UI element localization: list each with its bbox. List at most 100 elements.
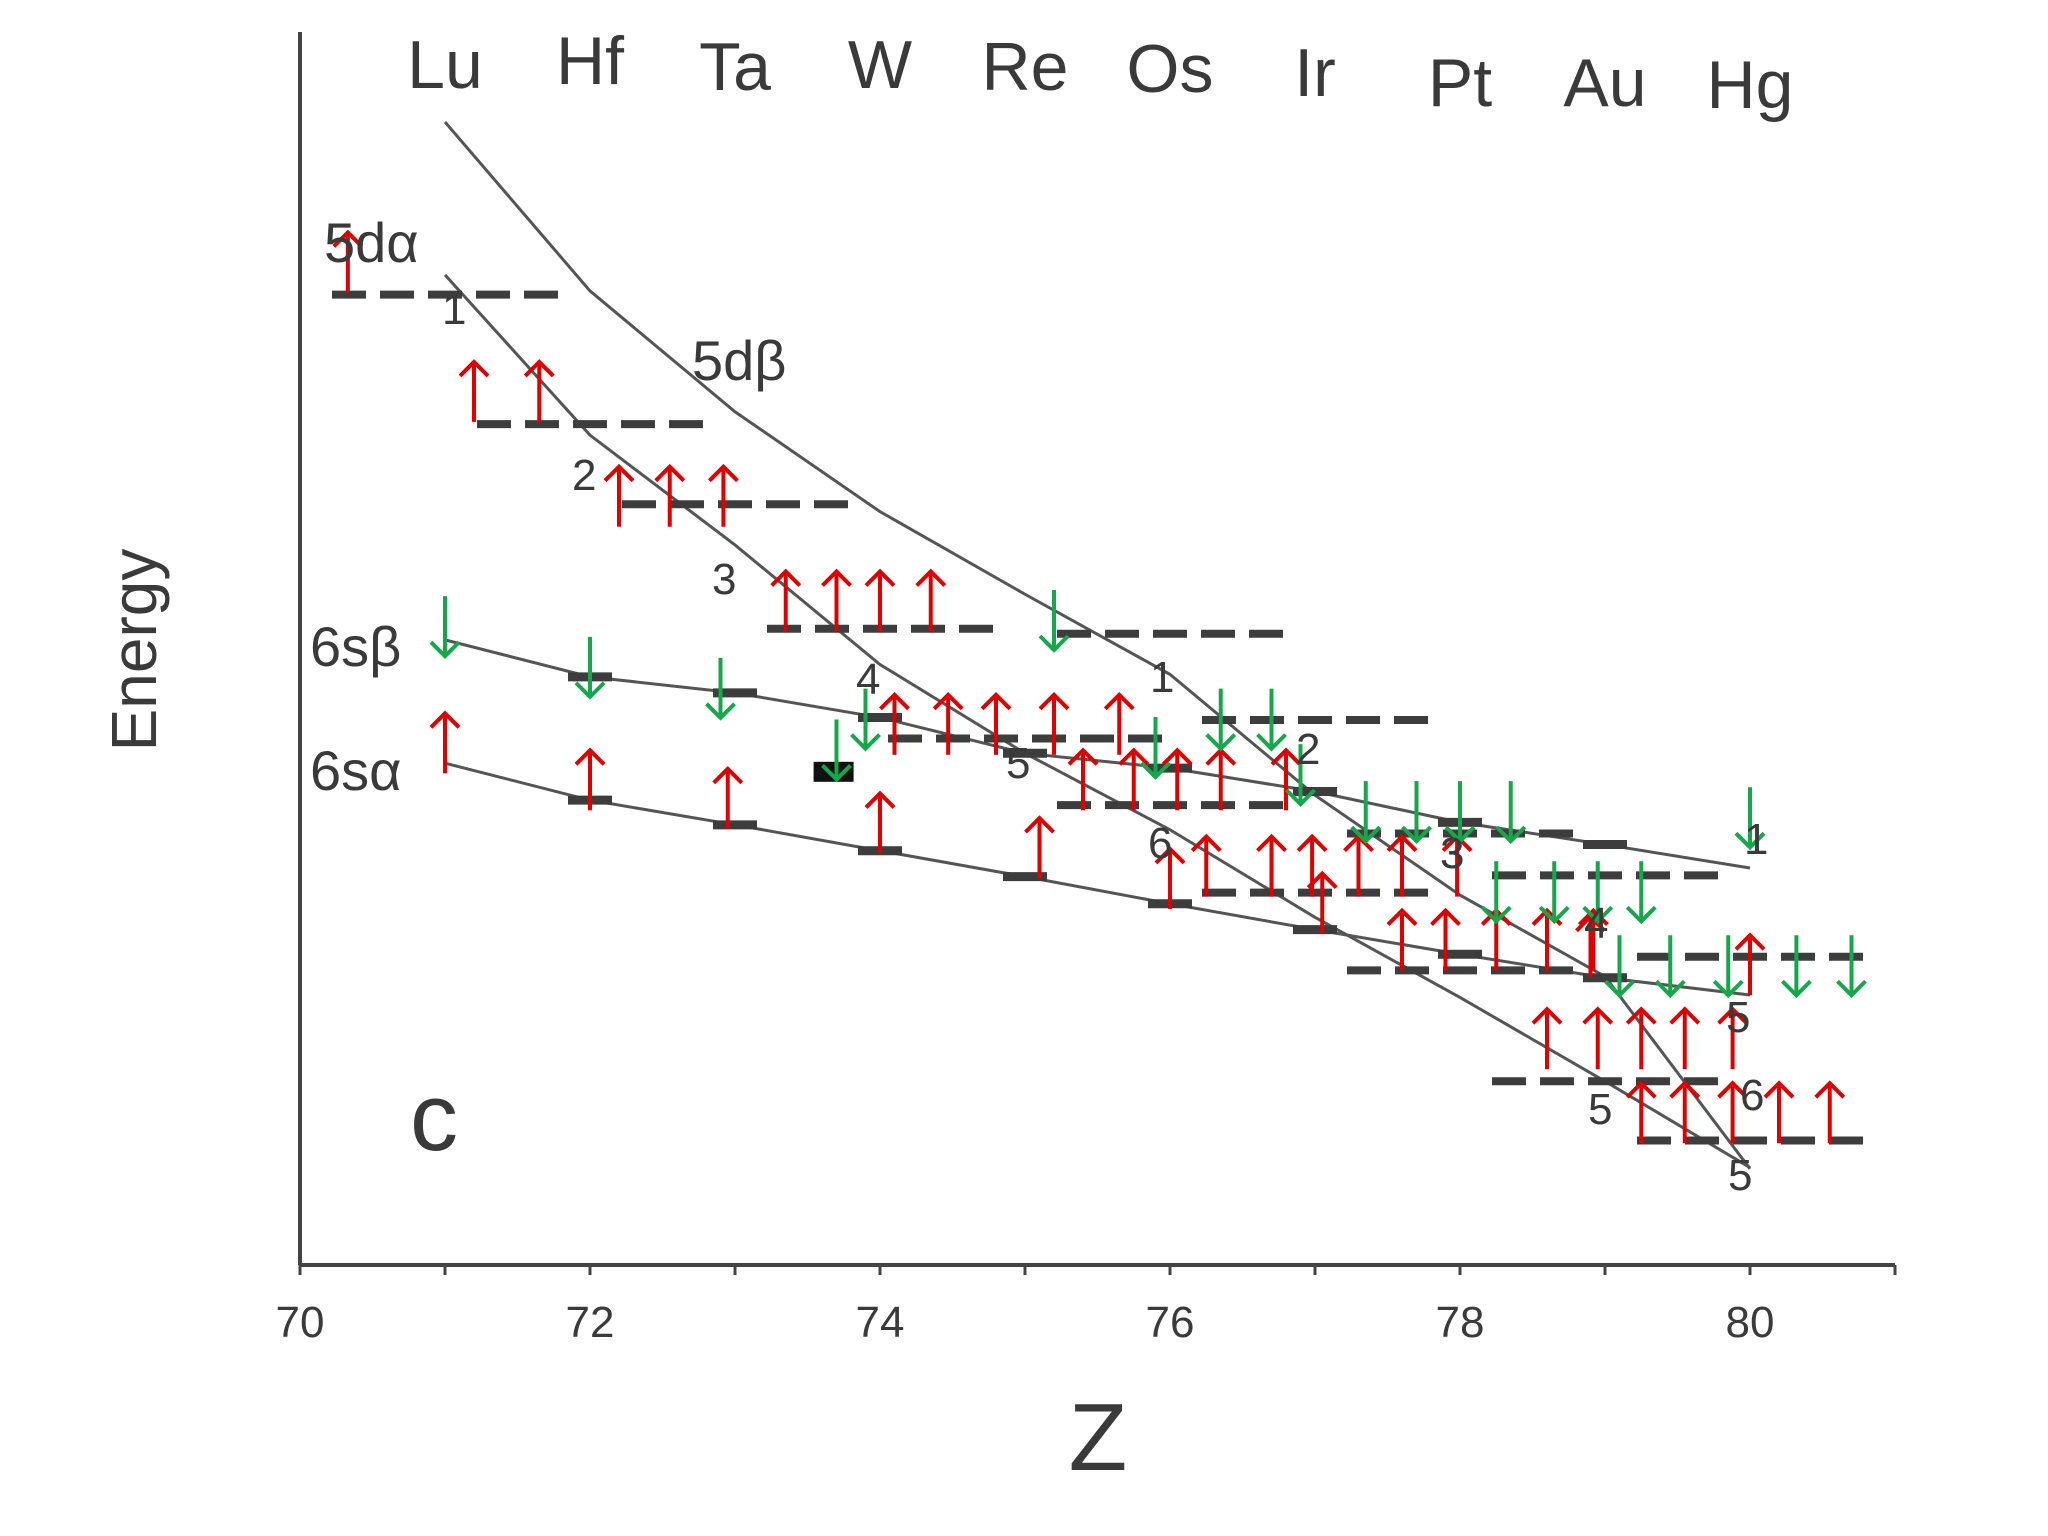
spin-up-arrow: [1343, 833, 1374, 897]
spin-up-arrow: [603, 463, 635, 527]
spin-down-arrow: [1712, 935, 1744, 999]
element-symbol: Hf: [556, 23, 624, 99]
element-symbol: Hg: [1707, 47, 1794, 123]
x-tick-label: 74: [856, 1298, 905, 1347]
arrow-head: [1161, 747, 1193, 766]
spin-up-arrow: [770, 568, 802, 632]
series-line: [444, 761, 1751, 997]
spin-up-arrow: [712, 765, 744, 829]
axes-layer: 70 72 74 76 78 80: [276, 32, 1897, 1347]
arrow-head: [932, 691, 964, 711]
spin-up-arrow: [1296, 833, 1328, 897]
arrow-head: [574, 681, 606, 700]
spin-up-arrow: [1386, 833, 1418, 897]
spin-up-arrow: [574, 747, 606, 811]
arrow-head: [1256, 733, 1287, 752]
spin-up-arrow: [821, 568, 852, 632]
spin-down-arrow: [1480, 861, 1512, 925]
spin-up-arrow: [1024, 815, 1055, 879]
arrow-head: [429, 710, 461, 729]
spin-down-arrow: [1495, 781, 1527, 844]
arrow-head: [707, 463, 739, 483]
arrow-head: [879, 691, 910, 711]
element-labels: Lu Hf Ta W Re Os Ir Pt Au Hg: [407, 23, 1793, 123]
spin-down-arrow: [1604, 935, 1635, 999]
arrow-head: [1024, 815, 1055, 834]
series-line: [443, 273, 1751, 1169]
series-label-6sbeta: 6sβ: [310, 615, 401, 678]
spin-up-arrow: [980, 691, 1012, 755]
spin-up-arrow: [1038, 691, 1070, 755]
arrow-head: [1140, 761, 1171, 780]
level-number: 5: [1588, 1085, 1612, 1134]
spin-down-arrow: [1256, 688, 1287, 752]
level-number: 4: [1584, 899, 1608, 948]
arrow-head: [1531, 1006, 1563, 1025]
level-number: 3: [712, 555, 736, 604]
level-number: 3: [1440, 829, 1464, 878]
arrow-head: [1270, 747, 1302, 766]
level-number: 5: [1726, 993, 1750, 1042]
level-number: 6: [1148, 819, 1172, 868]
arrow-head: [1430, 907, 1461, 926]
spin-arrows-layer: [332, 229, 1867, 1144]
spin-up-arrow: [332, 229, 364, 293]
arrow-head: [603, 463, 635, 483]
spin-down-arrow: [1654, 935, 1686, 999]
arrow-head: [1038, 634, 1070, 653]
spin-up-arrow: [429, 710, 461, 774]
level-number: 2: [1296, 725, 1320, 774]
level-number: 1: [1150, 653, 1174, 702]
arrow-head: [1625, 1080, 1657, 1099]
spin-down-arrow: [1582, 861, 1614, 925]
spin-up-arrow: [1669, 1080, 1701, 1144]
arrow-head: [1118, 747, 1150, 766]
level-number: 5: [1728, 1151, 1752, 1200]
spin-down-arrow: [1444, 781, 1476, 844]
arrow-head: [1444, 825, 1476, 844]
spin-down-arrow: [1350, 781, 1382, 844]
arrow-head: [1256, 833, 1287, 853]
series-label-5dalpha: 5dα: [324, 211, 419, 274]
x-tick-label: 72: [566, 1298, 615, 1347]
spin-up-arrow: [1270, 747, 1302, 811]
arrow-head: [1669, 1006, 1701, 1025]
spin-down-arrow: [850, 688, 881, 752]
arrow-head: [1103, 691, 1135, 711]
arrow-head: [1386, 833, 1418, 853]
arrow-head: [821, 568, 852, 587]
spin-up-arrow: [1154, 846, 1186, 909]
arrow-head: [705, 702, 736, 721]
arrow-head: [1717, 1006, 1749, 1025]
arrow-head: [1717, 1080, 1749, 1099]
level-number: 6: [1740, 1071, 1764, 1120]
arrow-head: [1577, 907, 1609, 926]
x-tick-label: 80: [1726, 1298, 1775, 1347]
spin-up-arrow: [1669, 1006, 1701, 1070]
curves-layer: [443, 121, 1752, 1170]
spin-up-arrow: [1814, 1080, 1846, 1144]
arrow-head: [864, 568, 896, 587]
element-symbol: Ir: [1294, 35, 1336, 111]
arrow-head: [523, 359, 555, 378]
arrow-head: [1734, 831, 1766, 851]
arrow-head: [429, 640, 461, 659]
arrow-head: [1654, 979, 1686, 999]
spin-down-arrow: [1836, 935, 1867, 999]
spin-up-arrow: [1717, 1006, 1749, 1070]
spin-up-arrow: [1625, 1006, 1657, 1070]
x-axis-label: Z: [1069, 1384, 1128, 1491]
spin-up-arrow: [1625, 1080, 1657, 1144]
spin-down-arrow: [821, 719, 852, 783]
spin-up-arrow: [1531, 1006, 1563, 1070]
arrow-head: [1205, 733, 1237, 752]
arrow-head: [1836, 979, 1867, 999]
spin-up-arrow: [932, 691, 964, 755]
spin-up-arrow: [1306, 870, 1338, 934]
arrow-head: [1814, 1080, 1846, 1099]
arrow-head: [1538, 905, 1570, 925]
level-number: 1: [1744, 815, 1768, 864]
arrow-head: [1582, 1006, 1614, 1025]
y-axis-label: Energy: [98, 549, 170, 752]
